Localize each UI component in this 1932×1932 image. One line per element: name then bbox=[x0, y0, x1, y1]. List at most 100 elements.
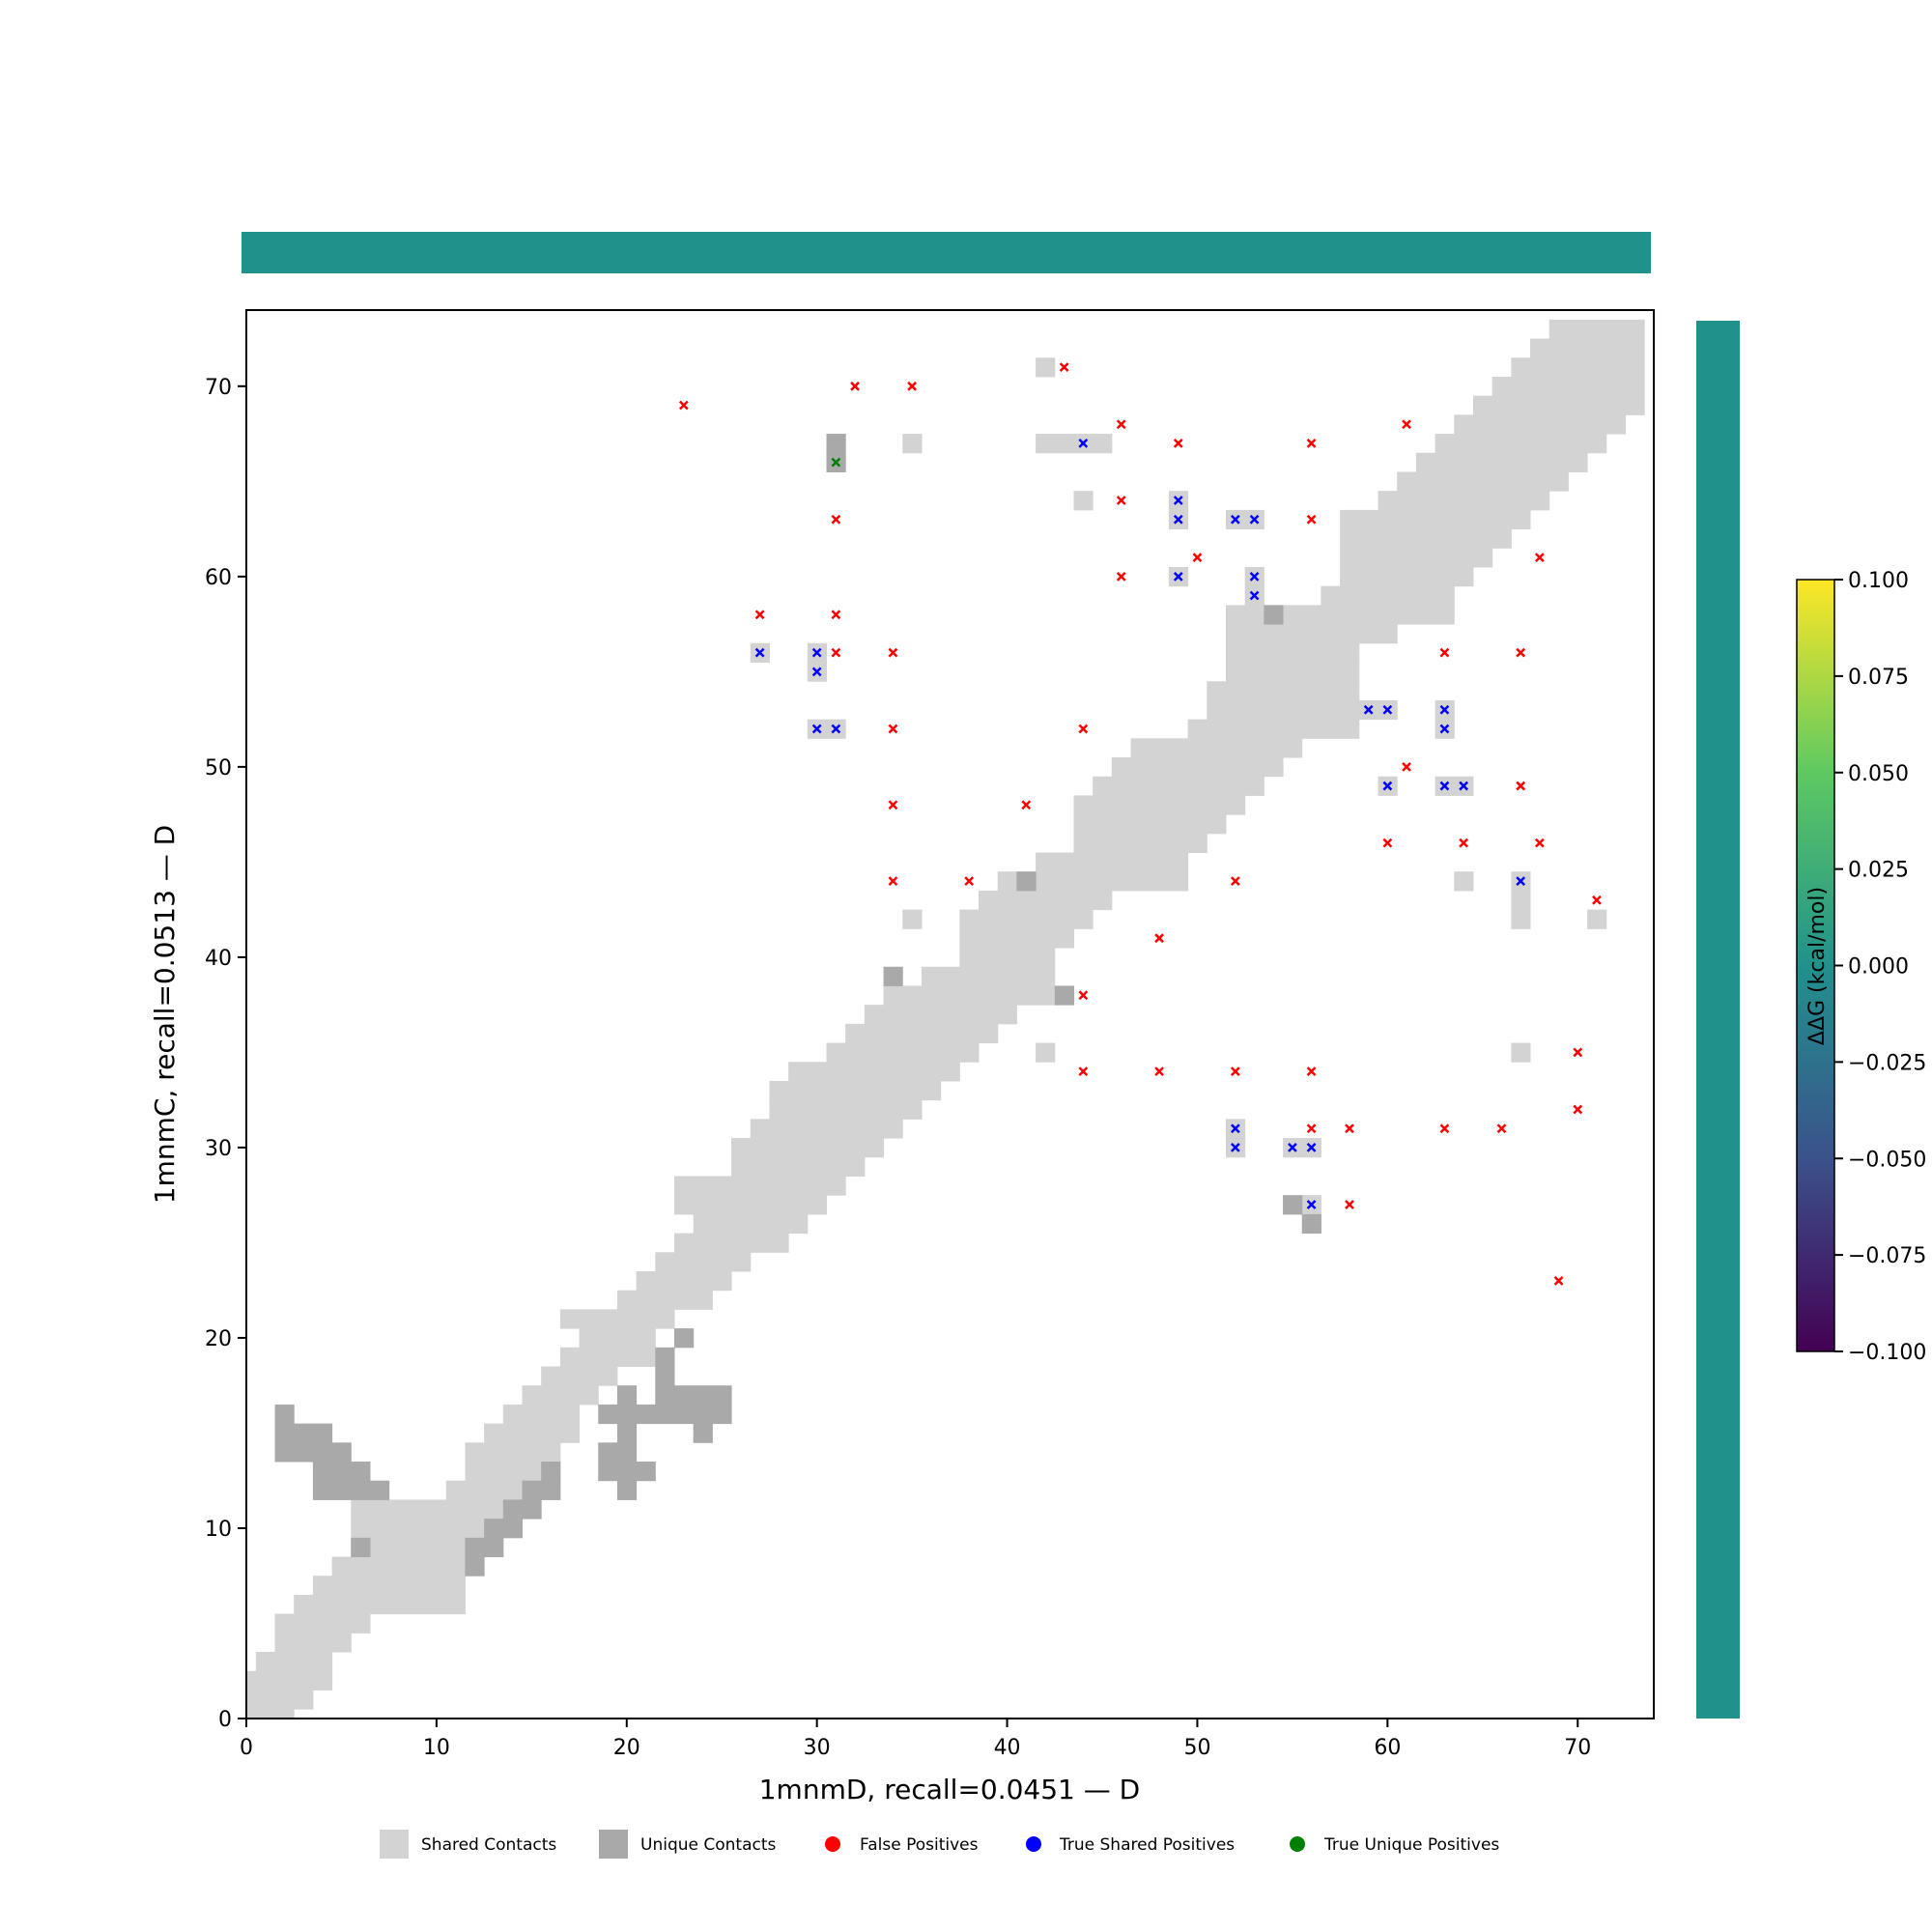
shared-contact-cell bbox=[1054, 434, 1074, 454]
legend-label-unique: Unique Contacts bbox=[640, 1835, 777, 1855]
false-positive-marker bbox=[964, 876, 975, 886]
y-tick-label: 50 bbox=[205, 756, 232, 781]
false-positive-marker bbox=[1154, 933, 1164, 944]
true-shared-positive-marker bbox=[1230, 1123, 1240, 1134]
false-positive-marker bbox=[1116, 496, 1126, 505]
y-tick-label: 10 bbox=[205, 1518, 232, 1542]
unique-contact-cell bbox=[331, 1462, 352, 1482]
y-tick-label: 0 bbox=[218, 1708, 232, 1732]
y-tick-label: 70 bbox=[205, 376, 232, 400]
false-positive-marker bbox=[888, 800, 898, 810]
true-shared-positive-marker bbox=[811, 724, 822, 734]
unique-contact-cell bbox=[826, 434, 846, 454]
shared-contact-band-row bbox=[674, 1195, 828, 1215]
shared-contact-band-row bbox=[1207, 681, 1360, 701]
true-shared-positive-marker bbox=[1249, 571, 1260, 582]
true-shared-positive-marker bbox=[811, 647, 822, 658]
false-positive-marker bbox=[1116, 571, 1126, 582]
shared-contact-band-row bbox=[1492, 376, 1645, 397]
false-positive-marker bbox=[1021, 800, 1032, 810]
x-axis-label: 1mnmD, recall=0.0451 — D bbox=[759, 1774, 1141, 1805]
colorbar-tick-label: −0.025 bbox=[1848, 1051, 1926, 1075]
colorbar-tick-label: 0.100 bbox=[1848, 569, 1909, 593]
true-shared-positive-marker bbox=[1249, 514, 1260, 525]
unique-contact-cell bbox=[616, 1404, 638, 1425]
shared-contact-band-row bbox=[1207, 699, 1360, 721]
shared-contact-band-row bbox=[1340, 566, 1474, 587]
shared-contact-band-row bbox=[246, 1709, 295, 1719]
false-positive-marker bbox=[1116, 419, 1126, 430]
unique-contact-cell bbox=[522, 1499, 542, 1520]
unique-contact-cell bbox=[274, 1423, 295, 1443]
legend-label-shared: Shared Contacts bbox=[421, 1835, 556, 1855]
shared-contact-band-row bbox=[959, 928, 1074, 949]
false-positive-marker bbox=[888, 647, 898, 658]
shared-contact-cell bbox=[1511, 890, 1531, 911]
unique-contact-cell bbox=[674, 1404, 695, 1425]
legend-marker-true-unique bbox=[1290, 1836, 1305, 1852]
colorbar: 0.100 0.075 0.050 0.025 0.000 −0.025 −0.050 −0.… bbox=[1796, 569, 1926, 1365]
true-shared-positive-marker bbox=[1173, 496, 1183, 505]
shared-contact-band-row bbox=[1435, 434, 1607, 454]
y-tick-label: 60 bbox=[205, 566, 232, 590]
false-positive-marker bbox=[678, 400, 689, 411]
unique-contact-cell bbox=[294, 1423, 314, 1443]
false-positive-marker bbox=[850, 381, 860, 391]
unique-contact-cell bbox=[541, 1462, 561, 1482]
y-tick-label: 20 bbox=[205, 1327, 232, 1351]
legend-label-true-shared: True Shared Positives bbox=[1059, 1835, 1235, 1855]
shared-contact-band-row bbox=[1073, 795, 1246, 815]
shared-contact-band-row bbox=[246, 1690, 314, 1710]
unique-contact-cell bbox=[274, 1442, 295, 1463]
shared-contact-band-row bbox=[1225, 642, 1360, 663]
colorbar-tick-label: 0.075 bbox=[1848, 666, 1909, 690]
shared-contact-band-row bbox=[959, 948, 1056, 968]
false-positive-marker bbox=[1059, 362, 1069, 372]
y-tick-label: 30 bbox=[205, 1137, 232, 1161]
false-positive-marker bbox=[888, 724, 898, 734]
shared-contact-band-row bbox=[274, 1613, 371, 1634]
unique-contact-cell bbox=[636, 1462, 656, 1482]
shared-contact-band-row bbox=[693, 1213, 809, 1235]
shared-contact-band-row bbox=[1073, 833, 1208, 854]
shared-contact-cell bbox=[1036, 357, 1056, 378]
unique-contact-cell bbox=[655, 1347, 675, 1367]
true-shared-positive-marker bbox=[1459, 781, 1468, 791]
unique-contact-cell bbox=[541, 1480, 561, 1500]
x-tick-label: 0 bbox=[240, 1736, 253, 1760]
true-shared-positive-marker bbox=[1382, 781, 1393, 791]
true-shared-positive-marker bbox=[1306, 1143, 1317, 1152]
false-positive-marker bbox=[1402, 419, 1411, 430]
shared-contact-cell bbox=[1073, 491, 1094, 511]
x-tick-label: 30 bbox=[804, 1736, 831, 1760]
shared-contact-band-row bbox=[1093, 776, 1264, 796]
unique-contact-cell bbox=[655, 1404, 675, 1425]
unique-contact-cell bbox=[312, 1442, 333, 1463]
false-positive-marker bbox=[907, 381, 918, 391]
shared-contact-band-row bbox=[959, 909, 1094, 929]
x-tick-label: 40 bbox=[994, 1736, 1021, 1760]
shared-contact-cell bbox=[1587, 909, 1607, 929]
shared-contact-band-row bbox=[1225, 624, 1398, 644]
shared-contact-band-row bbox=[484, 1423, 581, 1443]
unique-contact-cell bbox=[616, 1385, 638, 1406]
shared-contact-band-row bbox=[1187, 719, 1360, 739]
shared-contact-band-row bbox=[1530, 338, 1645, 358]
false-positive-marker bbox=[1306, 1066, 1317, 1076]
unique-contact-cell bbox=[655, 1385, 675, 1406]
shared-contact-cell bbox=[1036, 434, 1056, 454]
false-positive-marker bbox=[1306, 439, 1317, 448]
shared-contact-band-row bbox=[1511, 357, 1645, 378]
false-positive-marker bbox=[831, 610, 841, 620]
false-positive-marker bbox=[1154, 1066, 1164, 1076]
x-tick-label: 10 bbox=[423, 1736, 450, 1760]
unique-contact-cell bbox=[598, 1442, 618, 1463]
unique-contact-cell bbox=[484, 1537, 504, 1558]
shared-contact-band-row bbox=[788, 1062, 960, 1082]
legend-marker-false-positive bbox=[825, 1836, 840, 1852]
shared-contact-band-row bbox=[845, 1023, 999, 1044]
shared-contact-band-row bbox=[1225, 662, 1360, 682]
y-tick-label: 40 bbox=[205, 947, 232, 971]
colorbar-tick-label: −0.075 bbox=[1848, 1244, 1926, 1268]
shared-contact-cell bbox=[902, 434, 923, 454]
